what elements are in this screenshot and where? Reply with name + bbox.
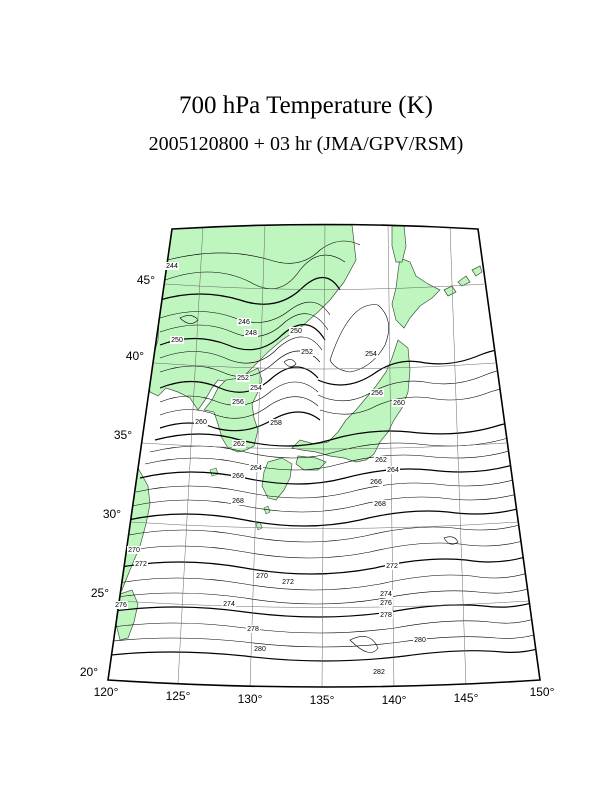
- contour-label-bg: [373, 500, 387, 508]
- contour-label: 252: [301, 349, 313, 356]
- contour-label-bg: [246, 625, 260, 633]
- longitude-label: 150°: [530, 685, 555, 699]
- contour-label-bg: [231, 398, 245, 406]
- contour-label: 260: [393, 400, 405, 407]
- contour-label-bg: [165, 262, 179, 270]
- contour-label: 276: [115, 602, 127, 609]
- latitude-label: 45°: [137, 273, 155, 287]
- contour-label-bg: [289, 327, 303, 335]
- latitude-label: 40°: [126, 349, 144, 363]
- contour-label-bg: [372, 668, 386, 676]
- latitude-label: 25°: [91, 586, 109, 600]
- contour-label-bg: [269, 419, 283, 427]
- contour-label: 262: [375, 457, 387, 464]
- contour-label: 250: [290, 328, 302, 335]
- contour-label-bg: [231, 497, 245, 505]
- contour-label-bg: [392, 399, 406, 407]
- contour-label: 264: [387, 467, 399, 474]
- contour-label: 252: [237, 375, 249, 382]
- contour-label-bg: [236, 374, 250, 382]
- contour-label: 266: [232, 473, 244, 480]
- contour-label: 268: [374, 501, 386, 508]
- contour-label: 278: [380, 612, 392, 619]
- contour-label: 260: [195, 419, 207, 426]
- contour-label: 264: [250, 465, 262, 472]
- contour-label: 272: [282, 579, 294, 586]
- land-hokkaido: [391, 257, 441, 329]
- contour-label-bg: [127, 546, 141, 554]
- contour-label-bg: [374, 456, 388, 464]
- contour-label-bg: [379, 611, 393, 619]
- contour-label: 254: [365, 351, 377, 358]
- map-title: 700 hPa Temperature (K): [179, 92, 433, 119]
- contour-label-bg: [255, 572, 269, 580]
- contour-label: 272: [386, 563, 398, 570]
- map-frame: [107, 223, 541, 688]
- contour-label: 250: [171, 337, 183, 344]
- longitude-label: 140°: [382, 693, 407, 707]
- longitude-label: 145°: [454, 691, 479, 705]
- land-kurils: [443, 265, 483, 297]
- contour-label-bg: [253, 645, 267, 653]
- contour-label: 266: [370, 479, 382, 486]
- contour-label-bg: [281, 578, 295, 586]
- contour-label: 274: [223, 601, 235, 608]
- contour-label: 256: [371, 390, 383, 397]
- contour-label-bg: [231, 472, 245, 480]
- longitude-labels: 120° 125° 130° 135° 140° 145° 150°: [94, 685, 555, 707]
- map-subtitle: 2005120800 + 03 hr (JMA/GPV/RSM): [148, 133, 464, 155]
- contour-label-bg: [413, 636, 427, 644]
- contour-label: 262: [233, 441, 245, 448]
- longitude-label: 135°: [310, 693, 335, 707]
- latitude-labels: 20° 25° 30° 35° 40° 45°: [80, 273, 155, 679]
- contour-label-bg: [385, 562, 399, 570]
- contour-label-bg: [232, 440, 246, 448]
- contour-label-bg: [237, 318, 251, 326]
- contour-label-bg: [222, 600, 236, 608]
- contour-labels: 2442462482502502522522542542562562582602…: [114, 262, 427, 676]
- contour-label: 256: [232, 399, 244, 406]
- contour-label-bg: [386, 466, 400, 474]
- contour-label: 270: [256, 573, 268, 580]
- contour-label-bg: [300, 348, 314, 356]
- contour-label-bg: [244, 329, 258, 337]
- contour-label: 248: [245, 330, 257, 337]
- contour-label-bg: [369, 478, 383, 486]
- contour-label-bg: [364, 350, 378, 358]
- land-sakhalin: [391, 225, 407, 263]
- contour-label: 268: [232, 498, 244, 505]
- longitude-label: 125°: [166, 689, 191, 703]
- contour-label-bg: [170, 336, 184, 344]
- contour-label-bg: [134, 560, 148, 568]
- contour-label: 272: [135, 561, 147, 568]
- land-shikoku: [295, 455, 327, 471]
- contour-label: 280: [414, 637, 426, 644]
- contour-label: 274: [380, 591, 392, 598]
- longitude-label: 130°: [238, 692, 263, 706]
- contour-label-bg: [114, 601, 128, 609]
- contour-label-bg: [249, 464, 263, 472]
- contour-label-bg: [379, 599, 393, 607]
- land-china-coast: [108, 459, 151, 601]
- contour-label: 254: [250, 385, 262, 392]
- contour-label: 282: [373, 669, 385, 676]
- contour-label: 258: [270, 420, 282, 427]
- contour-label-bg: [379, 590, 393, 598]
- contour-label: 278: [247, 626, 259, 633]
- latitude-label: 35°: [114, 428, 132, 442]
- contour-label: 270: [128, 547, 140, 554]
- latitude-label: 30°: [103, 507, 121, 521]
- contour-label: 280: [254, 646, 266, 653]
- contour-label: 246: [238, 319, 250, 326]
- latitude-label: 20°: [80, 665, 98, 679]
- contour-label-bg: [249, 384, 263, 392]
- contour-label-bg: [194, 418, 208, 426]
- contour-label: 276: [380, 600, 392, 607]
- contour-label-bg: [370, 389, 384, 397]
- longitude-label: 120°: [94, 685, 119, 699]
- contour-label: 244: [166, 263, 178, 270]
- land-kyushu: [261, 457, 293, 501]
